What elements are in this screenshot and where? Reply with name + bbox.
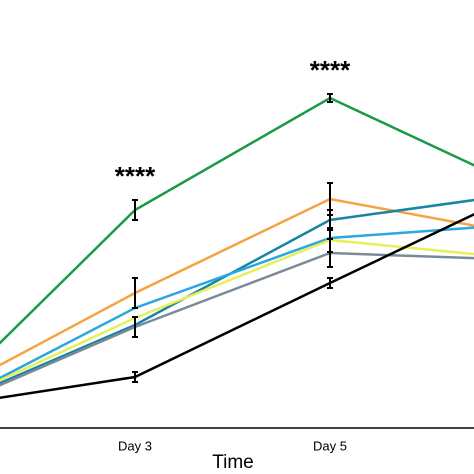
annotation: ****: [310, 55, 351, 85]
series-line: [0, 212, 474, 400]
series-line: [0, 96, 474, 345]
series-line: [0, 238, 474, 382]
annotation: ****: [115, 161, 156, 191]
x-tick-label: Day 5: [313, 438, 347, 453]
series-line: [0, 251, 474, 387]
x-tick-label: Day 3: [118, 438, 152, 453]
x-axis-title: Time: [212, 452, 254, 473]
series-line: [0, 226, 474, 380]
series-line: [0, 197, 474, 367]
